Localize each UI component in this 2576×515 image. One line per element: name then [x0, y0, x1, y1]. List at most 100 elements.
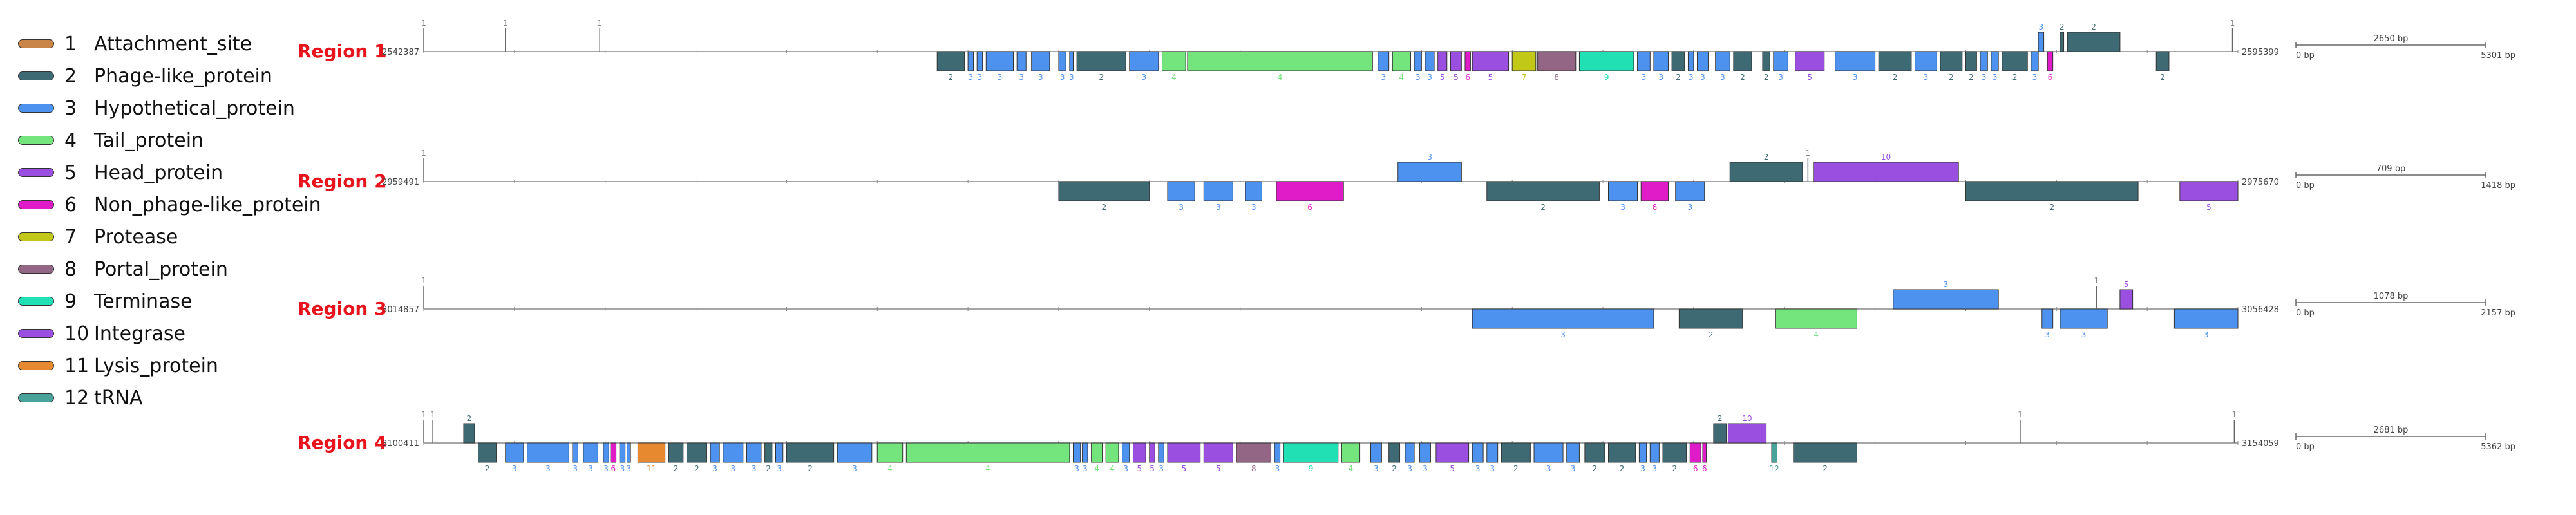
- gene-block: [1091, 442, 1103, 463]
- gene-type-number: 6: [611, 464, 616, 473]
- gene-type-number: 5: [1137, 464, 1142, 473]
- gene-block: [1167, 442, 1201, 463]
- gene-type-number: 1: [503, 19, 508, 28]
- gene-type-number: 3: [627, 464, 632, 473]
- gene-type-number: 5: [2206, 203, 2211, 212]
- gene-block: [1608, 442, 1636, 463]
- gene-type-number: 3: [1019, 73, 1024, 82]
- gene-type-number: 5: [1182, 464, 1187, 473]
- gene-type-number: 2: [1540, 203, 1546, 212]
- gene-block: [786, 442, 835, 463]
- gene-type-number: 2: [1969, 73, 1974, 82]
- gene-type-number: 5: [1150, 464, 1155, 473]
- gene-block: [1486, 442, 1499, 463]
- gene-type-number: 1: [2018, 410, 2023, 419]
- gene-type-number: 3: [545, 464, 551, 473]
- gene-block: [1795, 51, 1825, 71]
- gene-block: [1069, 51, 1074, 71]
- gene-block: [976, 51, 983, 71]
- gene-block: [1236, 442, 1272, 463]
- gene-block: [463, 423, 475, 444]
- region-end-coordinate: 3056428: [2242, 305, 2279, 315]
- gene-type-number: 2: [1620, 464, 1625, 473]
- legend-number: 8: [64, 258, 77, 281]
- gene-type-number: 2: [485, 464, 490, 473]
- gene-block: [1392, 51, 1411, 71]
- legend-swatch: [18, 39, 54, 48]
- gene-type-number: 12: [1770, 464, 1779, 473]
- gene-block: [1733, 51, 1752, 71]
- gene-type-number: 3: [712, 464, 717, 473]
- gene-type-number: 8: [1251, 464, 1256, 473]
- gene-type-number: 1: [421, 149, 426, 158]
- gene-block: [2174, 308, 2239, 329]
- gene-type-number: 4: [1349, 464, 1354, 473]
- gene-block: [1675, 181, 1705, 201]
- gene-block: [775, 442, 784, 463]
- gene-type-number: 5: [1454, 73, 1459, 82]
- gene-type-number: 2: [1764, 153, 1769, 162]
- gene-type-number: 3: [1653, 464, 1658, 473]
- gene-block: [610, 442, 617, 463]
- gene-block: [1637, 51, 1651, 71]
- gene-type-number: 4: [1171, 73, 1177, 82]
- gene-block: [1762, 51, 1770, 71]
- legend-label: Attachment_site: [94, 33, 252, 55]
- gene-type-number: 6: [1307, 203, 1312, 212]
- gene-type-number: 3: [1427, 153, 1432, 162]
- legend-item: 8 Portal_protein: [13, 255, 309, 283]
- legend-number: 11: [64, 355, 90, 377]
- gene-block: [985, 51, 1014, 71]
- gene-block: [1419, 442, 1431, 463]
- region-title: Region 3: [298, 298, 387, 319]
- gene-block: [572, 442, 578, 463]
- gene-block: [2155, 51, 2170, 71]
- legend-label: Terminase: [94, 290, 193, 313]
- gene-type-number: 1: [597, 19, 602, 28]
- gene-block: [1671, 51, 1685, 71]
- gene-block: [527, 442, 569, 463]
- region-start-coordinate: 3014857: [382, 305, 419, 315]
- gene-type-number: 3: [1275, 464, 1280, 473]
- gene-block: [583, 442, 598, 463]
- legend-number: 4: [64, 129, 77, 152]
- gene-block: [1486, 181, 1600, 201]
- gene-type-number: 3: [1074, 464, 1079, 473]
- legend-swatch: [18, 71, 54, 80]
- gene-type-number: 4: [1399, 73, 1405, 82]
- gene-block: [1203, 181, 1233, 201]
- gene-block: [876, 442, 904, 463]
- gene-block: [1450, 51, 1462, 71]
- gene-block: [1773, 51, 1788, 71]
- gene-type-number: 2: [766, 464, 771, 473]
- gene-type-number: 4: [1278, 73, 1283, 82]
- legend-item: 9 Terminase: [13, 287, 309, 315]
- legend-swatch: [18, 393, 54, 402]
- gene-type-number: 3: [777, 464, 782, 473]
- gene-block: [764, 442, 773, 463]
- gene-type-number: 5: [1216, 464, 1221, 473]
- gene-block: [1727, 423, 1767, 444]
- gene-block: [1702, 442, 1707, 463]
- gene-type-number: 3: [2039, 23, 2044, 32]
- gene-block: [2179, 181, 2239, 201]
- gene-block: [1991, 51, 1999, 71]
- gene-block: [710, 442, 720, 463]
- gene-block: [505, 442, 524, 463]
- region-start-coordinate: 3100411: [382, 439, 419, 449]
- gene-block: [1472, 308, 1654, 329]
- gene-type-number: 3: [2045, 330, 2050, 339]
- gene-type-number: 2: [1392, 464, 1397, 473]
- gene-block: [1274, 442, 1281, 463]
- gene-block: [1397, 162, 1462, 182]
- gene-type-number: 3: [852, 464, 857, 473]
- legend-item: 10 Integrase: [13, 319, 309, 348]
- gene-type-number: 3: [998, 73, 1003, 82]
- gene-block: [1697, 51, 1709, 71]
- gene-type-number: 3: [1159, 464, 1164, 473]
- region-title: Region 2: [298, 171, 387, 192]
- gene-block: [1464, 51, 1471, 71]
- legend-number: 12: [64, 387, 90, 409]
- gene-block: [837, 442, 873, 463]
- scale-bar-label: 709 bp: [2376, 164, 2405, 174]
